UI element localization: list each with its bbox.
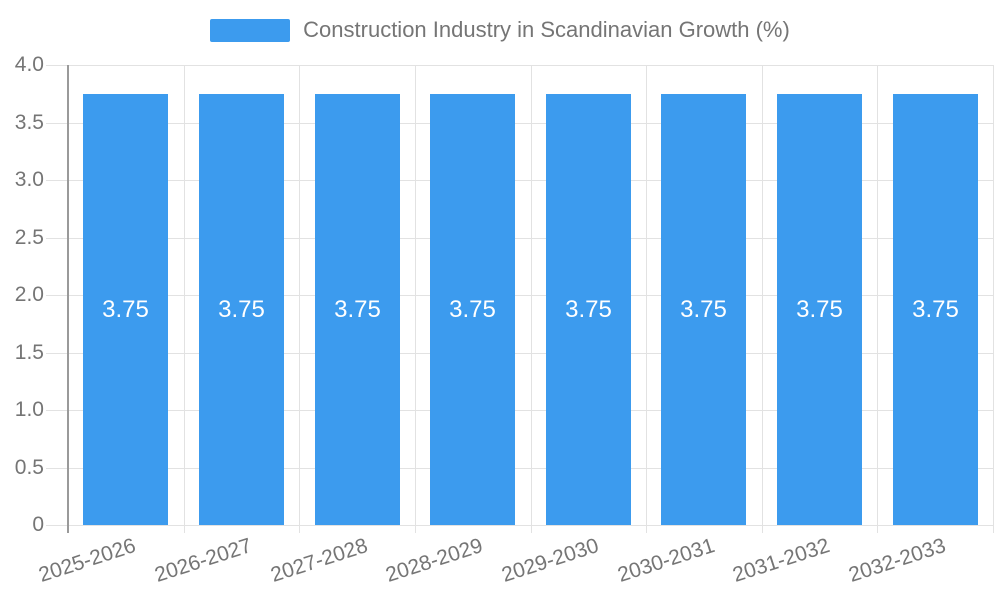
gridline-vertical [299,65,300,533]
legend[interactable]: Construction Industry in Scandinavian Gr… [0,17,1000,43]
x-tick-label: 2027-2028 [267,534,371,587]
gridline-vertical [415,65,416,533]
bar-value-label: 3.75 [565,295,612,323]
x-tick-label: 2030-2031 [614,534,718,587]
bar-value-label: 3.75 [680,295,727,323]
y-tick-label: 3.0 [14,168,44,191]
bar[interactable]: 3.75 [546,94,631,525]
legend-swatch[interactable] [210,18,291,42]
x-tick-label: 2031-2032 [730,534,833,587]
gridline-horizontal [46,65,993,66]
bar[interactable]: 3.75 [199,94,284,525]
y-tick-label: 3.5 [14,111,44,134]
y-tick-label: 2.5 [14,226,44,249]
gridline-vertical [877,65,878,533]
x-tick-label: 2025-2026 [36,534,139,587]
gridline-horizontal [46,468,993,469]
bar-value-label: 3.75 [449,295,496,323]
gridline-horizontal [46,123,993,124]
y-tick-label: 0 [32,513,44,536]
gridline-horizontal [46,410,993,411]
y-tick-label: 4.0 [14,53,44,76]
gridline-vertical [531,65,532,533]
y-tick-label: 0.5 [14,456,44,479]
gridline-vertical [646,65,647,533]
bar[interactable]: 3.75 [661,94,746,525]
y-tick-label: 1.5 [14,341,44,364]
bar-value-label: 3.75 [102,295,149,323]
x-tick-label: 2032-2033 [845,534,949,587]
bar[interactable]: 3.75 [315,94,400,525]
bar[interactable]: 3.75 [430,94,515,525]
bar-value-label: 3.75 [334,295,381,323]
gridline-vertical [184,65,185,533]
gridline-horizontal [46,180,993,181]
x-tick-label: 2028-2029 [383,534,486,587]
gridline-horizontal [46,295,993,296]
y-axis-line [67,65,69,533]
gridline-horizontal [46,353,993,354]
gridline-horizontal [46,238,993,239]
bar-value-label: 3.75 [218,295,265,323]
x-tick-label: 2026-2027 [151,534,255,587]
gridline-vertical [993,65,994,533]
bar-value-label: 3.75 [912,295,959,323]
bar[interactable]: 3.75 [777,94,862,525]
x-tick-label: 2029-2030 [498,534,602,587]
legend-label[interactable]: Construction Industry in Scandinavian Gr… [303,17,790,42]
bar[interactable]: 3.75 [893,94,978,525]
bar[interactable]: 3.75 [83,94,168,525]
y-tick-label: 1.0 [14,398,44,421]
gridline-horizontal [46,525,993,526]
gridline-vertical [762,65,763,533]
y-tick-label: 2.0 [14,283,44,306]
bar-value-label: 3.75 [796,295,843,323]
